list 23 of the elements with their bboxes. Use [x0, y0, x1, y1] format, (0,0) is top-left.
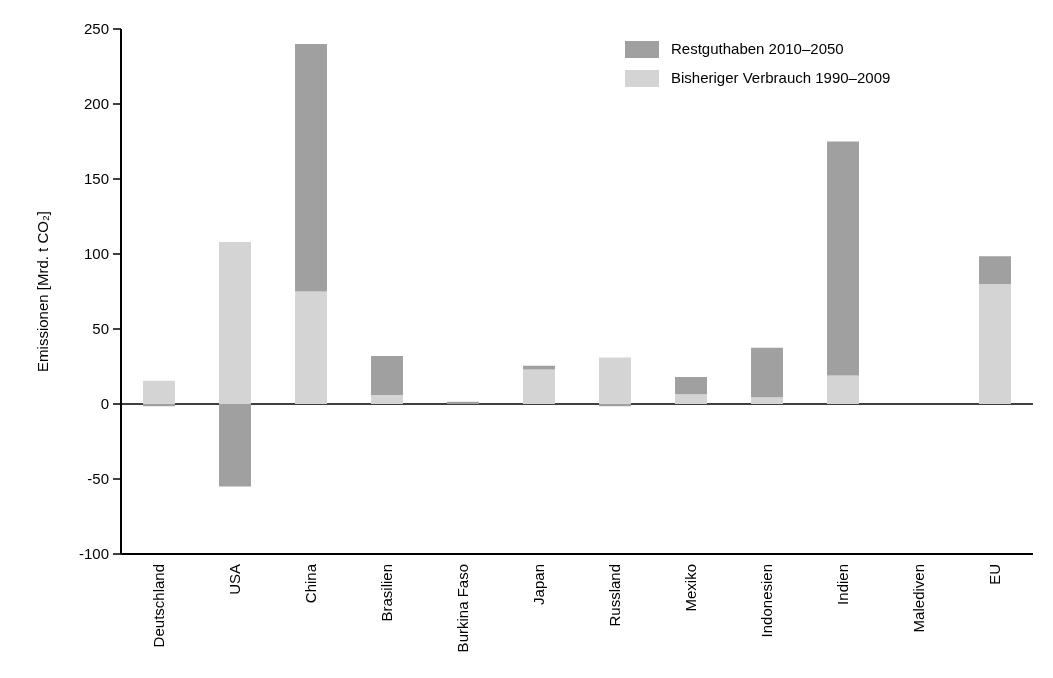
y-tick-label: 0	[100, 395, 109, 413]
x-tick-label: Burkina Faso	[454, 564, 472, 653]
legend-label: Restguthaben 2010–2050	[671, 40, 844, 58]
y-tick-label: 150	[83, 170, 109, 188]
y-tick-label: -50	[87, 470, 109, 488]
x-tick-label: Brasilien	[378, 564, 396, 622]
x-tick-label: Indonesien	[758, 564, 776, 638]
y-tick-label: 250	[83, 20, 109, 38]
x-tick-label: Russland	[606, 564, 624, 627]
x-tick-label: China	[302, 563, 320, 604]
x-tick-label: Deutschland	[150, 564, 168, 648]
x-tick-label: Japan	[530, 564, 548, 605]
x-tick-label: Malediven	[910, 564, 928, 633]
y-axis-title: Emissionen [Mrd. t CO₂]	[34, 211, 51, 372]
y-tick-label: 200	[83, 95, 109, 113]
y-tick-label: 50	[92, 320, 109, 338]
legend-label: Bisheriger Verbrauch 1990–2009	[671, 69, 891, 87]
x-tick-label: EU	[986, 564, 1004, 585]
x-tick-label: USA	[226, 564, 244, 595]
x-tick-label: Indien	[834, 564, 852, 605]
y-tick-label: 100	[83, 245, 109, 263]
y-tick-label: -100	[78, 545, 109, 563]
x-tick-label: Mexiko	[682, 564, 700, 612]
